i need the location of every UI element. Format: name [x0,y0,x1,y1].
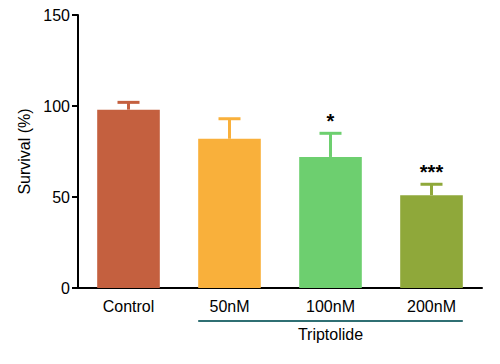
svg-text:0: 0 [61,280,70,297]
svg-text:Control: Control [103,298,155,315]
svg-text:50nM: 50nM [209,298,249,315]
svg-text:100: 100 [43,98,70,115]
svg-text:150: 150 [43,7,70,24]
svg-text:200nM: 200nM [407,298,456,315]
svg-text:Triptolide: Triptolide [298,326,363,343]
svg-text:100nM: 100nM [306,298,355,315]
svg-text:Survival (%): Survival (%) [16,108,33,194]
svg-text:50: 50 [52,189,70,206]
svg-text:***: *** [420,161,444,183]
svg-text:*: * [327,110,335,132]
